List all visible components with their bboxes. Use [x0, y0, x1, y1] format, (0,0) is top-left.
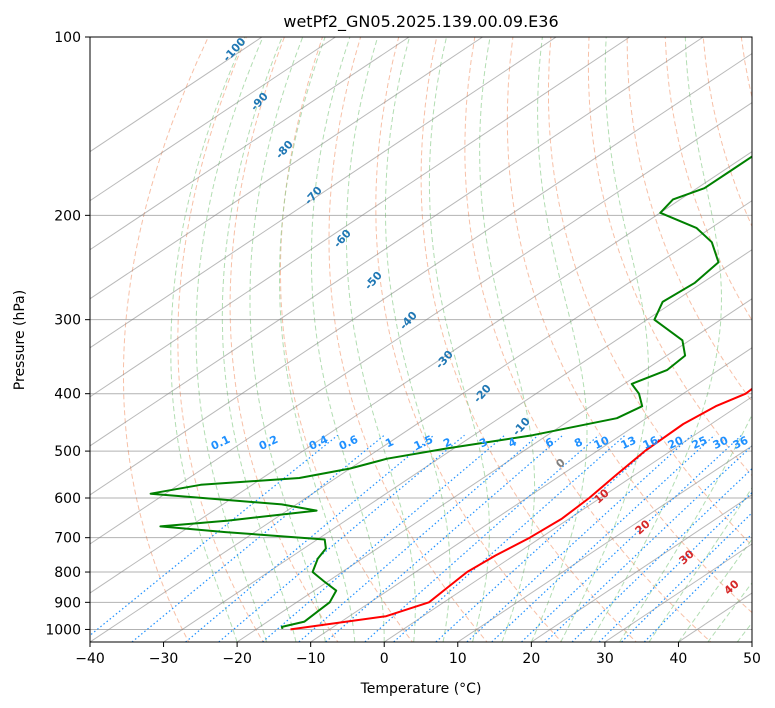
moist-adiabat-line [560, 37, 649, 642]
isotherm-line [90, 37, 410, 251]
dry-adiabat-line [548, 37, 752, 547]
isotherm-line [90, 101, 752, 545]
mixing-ratio-line [643, 533, 752, 642]
y-tick-label: 800 [54, 565, 81, 581]
moist-adiabat-line [385, 37, 451, 642]
x-tick-label: 20 [522, 651, 540, 667]
moist-adiabat-line [619, 413, 752, 642]
isotherm-line [163, 249, 752, 642]
x-tick-label: −10 [296, 651, 326, 667]
y-tick-label: 300 [54, 313, 81, 329]
moist-adiabat-line [310, 37, 385, 642]
moist-adiabat-line [678, 538, 752, 642]
series-layer [149, 155, 752, 631]
mixing-ratio-line [393, 434, 626, 642]
moist-adiabat-line [195, 37, 267, 642]
moist-adiabat-line [530, 37, 588, 642]
x-tick-label: −40 [75, 651, 105, 667]
mixing-ratio-line [571, 467, 752, 642]
x-axis-title: Temperature (°C) [360, 681, 482, 697]
mixing-ratio-line [325, 434, 564, 642]
mixing-ratio-label: 13 [619, 434, 638, 452]
moist-adiabat-line [221, 37, 297, 642]
dry-adiabat-line [626, 37, 752, 403]
temperature-profile-line [290, 387, 752, 631]
isotherm-line [90, 37, 263, 153]
chart-title: wetPf2_GN05.2025.139.00.09.E36 [283, 12, 558, 32]
mixing-ratio-label: 30 [711, 434, 731, 452]
mixing-ratio-line [491, 434, 716, 642]
moist-adiabat-line [279, 37, 356, 642]
isotherm-line [90, 200, 752, 642]
mixing-ratio-label: 20 [666, 434, 686, 452]
dry-adiabat-line [123, 37, 209, 642]
y-tick-label: 500 [54, 444, 81, 460]
dry-adiabat-line [506, 37, 752, 614]
mixing-ratio-line [364, 434, 600, 642]
x-tick-label: −20 [222, 651, 252, 667]
y-tick-label: 1000 [45, 622, 81, 638]
background-lines [90, 37, 752, 642]
y-tick-label: 200 [54, 208, 81, 224]
isotherm-line [90, 151, 752, 594]
mixing-ratio-line [466, 434, 693, 642]
isotherm-line [531, 494, 752, 642]
x-tick-label: 40 [670, 651, 688, 667]
dewpoint-profile-line [149, 155, 752, 630]
isotherm-line [90, 37, 704, 447]
mixing-ratio-label: 10 [592, 434, 612, 452]
mixing-ratio-line [435, 434, 665, 642]
isotherm-line [90, 52, 752, 496]
y-axis: 100 200 300 400 500 600 700 800 900 1000 [45, 30, 90, 638]
isotherm-line [90, 37, 557, 349]
dry-adiabat-line [328, 37, 488, 642]
moist-adiabat-line [479, 37, 536, 642]
mixing-ratio-line [262, 434, 506, 642]
moist-adiabat-line [589, 37, 723, 642]
y-axis-title: Pressure (hPa) [12, 290, 28, 390]
moist-adiabat-line [249, 37, 326, 642]
y-tick-label: 900 [54, 595, 81, 611]
y-tick-label: 700 [54, 531, 81, 547]
mixing-ratio-line [90, 434, 339, 637]
x-tick-label: 0 [380, 651, 389, 667]
moist-adiabat-line [648, 486, 752, 642]
dry-adiabat-line [664, 37, 752, 322]
isotherm-line [236, 298, 752, 642]
mixing-ratio-label: 36 [731, 434, 751, 452]
x-tick-label: 30 [596, 651, 614, 667]
isotherm-line [457, 445, 752, 642]
dry-adiabat-line [587, 37, 752, 477]
y-tick-label: 600 [54, 491, 81, 507]
isotherm-line [90, 37, 483, 300]
mixing-ratio-label: 16 [641, 434, 661, 452]
x-axis: −40 −30 −20 −10 0 10 20 30 40 50 [75, 642, 761, 667]
isotherm-line [90, 37, 336, 202]
x-tick-label: 50 [743, 651, 761, 667]
y-tick-label: 100 [54, 30, 81, 46]
moist-adiabat-line [428, 37, 490, 642]
x-tick-label: 10 [449, 651, 467, 667]
mixing-ratio-line [545, 445, 752, 642]
moist-adiabat-line [707, 582, 752, 642]
mixing-ratio-label: 25 [690, 434, 709, 452]
isotherm-line [310, 347, 752, 642]
plot-frame [89, 36, 753, 643]
y-tick-label: 400 [54, 387, 81, 403]
moist-adiabat-line [346, 37, 416, 642]
isotherm-line [383, 396, 752, 642]
isotherm-line [90, 37, 630, 398]
x-tick-label: −30 [149, 651, 179, 667]
mixing-ratio-line [521, 434, 743, 642]
